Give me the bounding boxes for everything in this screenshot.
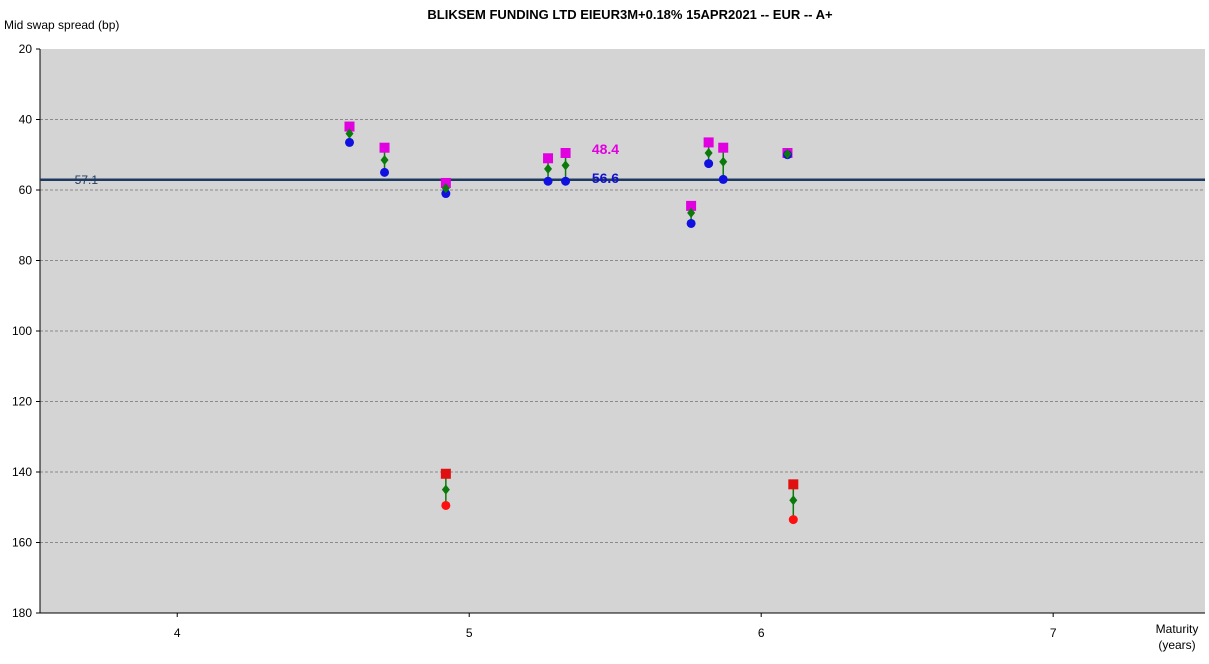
bond-top-marker [543,153,554,164]
bond-mid-marker [789,495,798,506]
bond-mid-marker [719,156,728,167]
bond-top-marker [379,142,390,153]
axes: 20 40 60 80 100 120 140 160 180 4 5 6 7 [12,42,1205,640]
bond-top-marker [788,479,799,490]
y-tick-label: 180 [12,606,32,620]
bond-bottom-marker [380,167,390,177]
data-annotation: 56.6 [592,170,619,186]
bond-mid-marker [380,155,389,166]
y-tick-label: 140 [12,465,32,479]
bond-bottom-marker [704,159,714,169]
y-tick-label: 40 [19,113,33,127]
bond-mid-marker [544,163,553,174]
y-axis-label: Mid swap spread (bp) [4,18,119,32]
reference-line-label: 57.1 [75,173,99,187]
chart-title: BLIKSEM FUNDING LTD EIEUR3M+0.18% 15APR2… [427,7,833,22]
bond-bottom-marker [561,176,571,186]
bond-bottom-marker [441,500,451,510]
y-tick-label: 160 [12,536,32,550]
bond-top-marker [440,177,451,188]
bond-top-marker [560,147,571,158]
data-annotation: 48.4 [592,141,619,157]
x-tick-label: 7 [1050,626,1057,640]
y-tick-label: 100 [12,324,32,338]
y-tick-label: 120 [12,395,32,409]
chart-text: BLIKSEM FUNDING LTD EIEUR3M+0.18% 15APR2… [4,7,1198,652]
bond-mid-marker [441,484,450,495]
data-marks: 48.4 56.6 [344,121,799,525]
grid-lines [40,119,1205,543]
x-axis-label-line1: Maturity [1156,622,1199,636]
bond-bottom-marker [788,515,798,525]
bond-top-marker [718,142,729,153]
bond-top-marker [344,121,355,132]
x-axis-label-line2: (years) [1158,638,1195,652]
bond-mid-marker [687,207,696,218]
bond-bottom-marker [543,176,553,186]
bond-mid-marker [441,183,450,194]
reference-line-group: 57.1 [40,173,1205,187]
y-tick-label: 60 [19,183,33,197]
bond-mid-marker [704,147,713,158]
bond-top-marker [440,468,451,479]
bond-bottom-marker [441,189,451,199]
bond-top-marker [686,200,697,211]
bond-bottom-marker [344,137,354,147]
x-tick-label: 5 [466,626,473,640]
x-tick-label: 4 [174,626,181,640]
bond-bottom-marker [718,174,728,184]
y-tick-label: 20 [19,42,33,56]
bond-mid-marker [345,128,354,139]
bond-mid-marker [783,149,792,160]
bond-mid-marker [561,160,570,171]
y-tick-label: 80 [19,254,33,268]
bond-top-marker [703,137,714,148]
bond-bottom-marker [686,218,696,228]
x-tick-label: 6 [758,626,765,640]
